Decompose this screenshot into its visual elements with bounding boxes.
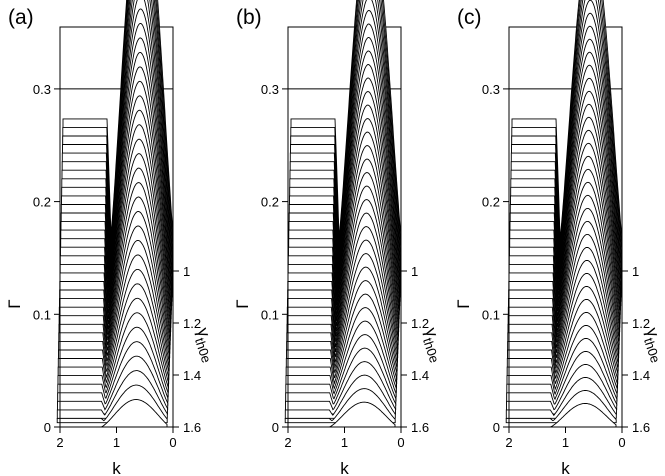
x-axis-label: k xyxy=(112,459,121,476)
x-tick-label: 1 xyxy=(341,435,348,450)
y-axis-label: Γ xyxy=(454,299,473,308)
x-tick-label: 2 xyxy=(56,435,63,450)
x-tick-label: 1 xyxy=(562,435,569,450)
z-tick-label: 1.6 xyxy=(411,420,429,435)
z-tick-label: 1.6 xyxy=(632,420,650,435)
y-tick-label: 0.2 xyxy=(261,195,279,210)
panel-label: (c) xyxy=(457,6,482,29)
x-tick-label: 2 xyxy=(284,435,291,450)
z-axis-label: γth0e xyxy=(638,325,665,364)
z-tick-label: 1.2 xyxy=(632,316,650,331)
y-tick-label: 0.3 xyxy=(482,82,500,97)
chart-panel-3: (c) 0 0.1 0.2 0.3 Γ 2 1 0 k 1 1.2 1.4 1.6 γth0e xyxy=(454,0,665,476)
chart-panel-1: (a) 0 0.1 0.2 0.3 Γ 2 1 0 k 1 1.2 1.4 1.6 γth0e xyxy=(5,0,222,476)
z-tick-label: 1.4 xyxy=(411,368,429,383)
y-tick-label: 0.1 xyxy=(261,307,279,322)
x-tick-label: 0 xyxy=(618,435,625,450)
y-tick-label: 0.3 xyxy=(33,82,51,97)
y-tick-label: 0.2 xyxy=(33,195,51,210)
z-tick-label: 1 xyxy=(411,264,418,279)
z-tick-label: 1.2 xyxy=(411,316,429,331)
y-tick-label: 0 xyxy=(493,420,500,435)
panel-label: (a) xyxy=(8,6,34,29)
y-tick-label: 0.1 xyxy=(482,307,500,322)
z-tick-label: 1.2 xyxy=(183,316,201,331)
z-tick-label: 1.4 xyxy=(632,368,650,383)
x-axis-label: k xyxy=(561,459,570,476)
series-line xyxy=(57,399,168,428)
z-tick-label: 1.6 xyxy=(183,420,201,435)
z-tick-label: 1 xyxy=(183,264,190,279)
x-axis-label: k xyxy=(340,459,349,476)
z-axis-label: γth0e xyxy=(189,325,221,364)
chart-panel-2: (b) 0 0.1 0.2 0.3 Γ 2 1 0 k 1 1.2 1.4 1.6 γth0e xyxy=(233,0,450,476)
x-tick-label: 1 xyxy=(113,435,120,450)
y-tick-label: 0 xyxy=(44,420,51,435)
series-line xyxy=(506,403,617,428)
series-line xyxy=(285,401,396,428)
y-tick-label: 0 xyxy=(272,420,279,435)
x-tick-label: 0 xyxy=(397,435,404,450)
x-tick-label: 0 xyxy=(169,435,176,450)
y-axis-label: Γ xyxy=(233,299,252,308)
z-axis-label: γth0e xyxy=(417,325,449,364)
y-tick-label: 0.2 xyxy=(482,195,500,210)
y-tick-label: 0.3 xyxy=(261,82,279,97)
z-tick-label: 1 xyxy=(632,264,639,279)
y-tick-label: 0.1 xyxy=(33,307,51,322)
z-tick-label: 1.4 xyxy=(183,368,201,383)
panel-label: (b) xyxy=(236,6,262,29)
y-axis-label: Γ xyxy=(5,299,24,308)
x-tick-label: 2 xyxy=(505,435,512,450)
